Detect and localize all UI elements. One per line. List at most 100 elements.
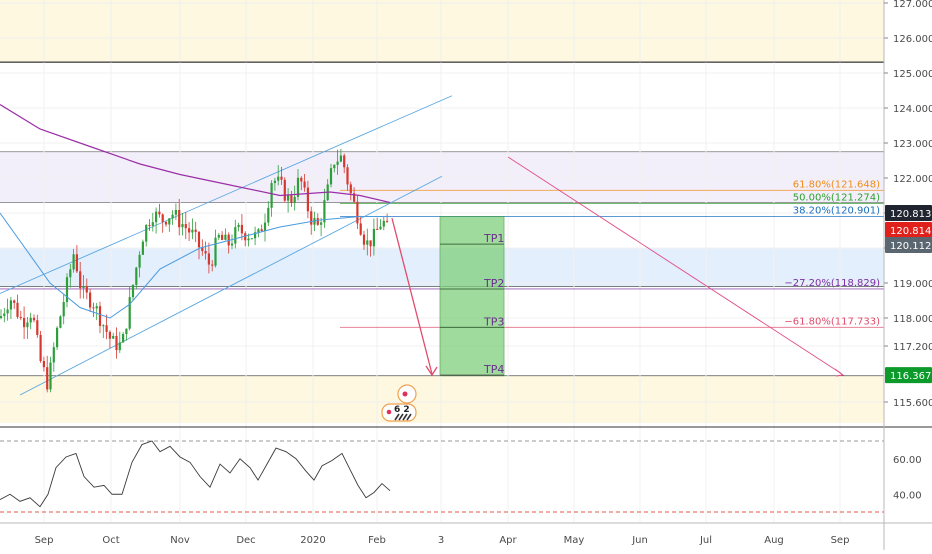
candle-body: [181, 224, 184, 228]
event-pill: [381, 403, 417, 422]
candle-body: [141, 241, 144, 255]
candle-body: [382, 220, 385, 227]
fib-level-label: 50.00%(121.274): [793, 192, 880, 203]
candle-body: [36, 320, 39, 335]
candle-body: [277, 176, 280, 181]
candle-body: [155, 211, 158, 223]
fib-level-label: −61.80%(117.733): [784, 316, 880, 327]
candle-body: [138, 254, 141, 268]
candle-body: [171, 214, 174, 219]
candle-body: [293, 196, 296, 203]
channel-lower-line: [19, 175, 443, 396]
y-tick-label: 117.200: [893, 342, 932, 353]
event-count-label: 6 2: [394, 405, 410, 415]
candle-body: [62, 302, 65, 317]
candle-body: [3, 313, 6, 317]
candle-body: [296, 177, 300, 197]
candle-body: [168, 218, 171, 225]
x-tick-label: Apr: [499, 535, 517, 546]
y-tick-label: 127.000: [893, 0, 932, 10]
candle-body: [75, 254, 78, 272]
candle-body: [369, 240, 372, 247]
labels-layer: 61.80%(121.648) 50.00%(121.274) 38.20%(120…: [784, 179, 880, 327]
x-tick-label: Jul: [699, 535, 712, 546]
candle-body: [214, 237, 217, 266]
candle-body: [306, 187, 309, 212]
candle-body: [273, 180, 276, 184]
oscillator-tick-label: 40.00: [893, 490, 922, 501]
price-tag-label: 120.112: [890, 241, 931, 252]
candle-body: [98, 306, 102, 326]
candle-body: [26, 322, 29, 328]
oscillator-line: [0, 440, 391, 508]
candle-body: [115, 335, 118, 351]
candle-body: [65, 277, 69, 303]
event-pill-dot: [386, 409, 392, 415]
candle-body: [151, 222, 154, 226]
candle-body: [263, 222, 267, 232]
candle-body: [161, 214, 164, 222]
candle-body: [254, 232, 257, 239]
candle-body: [333, 164, 336, 169]
x-tick-label: Oct: [102, 535, 119, 546]
y-tick-label: 123.000: [893, 139, 932, 150]
candle-body: [197, 231, 201, 248]
candle-body: [280, 176, 283, 180]
candle-body: [310, 211, 313, 225]
y-tick-label: 126.000: [893, 34, 932, 45]
candle-body: [56, 327, 59, 348]
candle-body: [92, 307, 95, 309]
event-stripe: [402, 413, 408, 421]
candle-body: [339, 155, 342, 162]
candle-body: [323, 200, 326, 223]
candle-body: [207, 253, 210, 265]
event-stripe: [398, 413, 404, 421]
moving-average-200: [0, 103, 391, 204]
candle-body: [16, 302, 19, 317]
x-tick-label: 3: [438, 535, 444, 546]
candle-body: [300, 177, 303, 182]
candle-body: [244, 233, 247, 241]
x-tick-label: 2020: [300, 535, 325, 546]
y-tick-label: 118.000: [893, 314, 932, 325]
candle-body: [283, 179, 286, 201]
x-tick-label: Dec: [236, 535, 255, 546]
zone-resistance: [0, 0, 884, 63]
candle-body: [13, 300, 16, 303]
event-stripe: [394, 413, 400, 421]
candle-body: [112, 335, 115, 339]
candle-body: [122, 334, 125, 343]
oscillator-pane: [0, 61, 932, 513]
price-tag-label: 116.367: [890, 371, 931, 382]
candle-body: [72, 254, 75, 270]
candle-body: [194, 229, 197, 232]
event-badge-layer: 6 2: [381, 384, 417, 422]
candle-body: [148, 225, 151, 227]
price-tag-label: 120.814: [890, 226, 931, 237]
candle-body: [336, 161, 339, 165]
candle-body: [234, 227, 237, 244]
candle-body: [230, 243, 234, 246]
candle-body: [240, 224, 243, 234]
candle-body: [145, 225, 148, 242]
candle-body: [217, 234, 220, 238]
candle-body: [356, 201, 359, 224]
price-tag: [885, 205, 932, 221]
candle-body: [260, 229, 263, 232]
candle-body: [353, 193, 356, 202]
candle-body: [59, 316, 62, 328]
candle-body: [184, 224, 187, 229]
candle-body: [329, 168, 333, 185]
candle-body: [89, 292, 92, 308]
candle-body: [164, 221, 168, 225]
moving-averages-layer: [0, 103, 391, 319]
candle-body: [362, 234, 366, 245]
candle-body: [42, 361, 45, 368]
take-profit-layer: TP1 TP2 TP3 TP4: [439, 216, 505, 376]
x-tick-label: Nov: [170, 535, 190, 546]
candle-body: [191, 229, 194, 233]
candle-body: [135, 267, 138, 285]
zone-supply: [0, 151, 884, 203]
